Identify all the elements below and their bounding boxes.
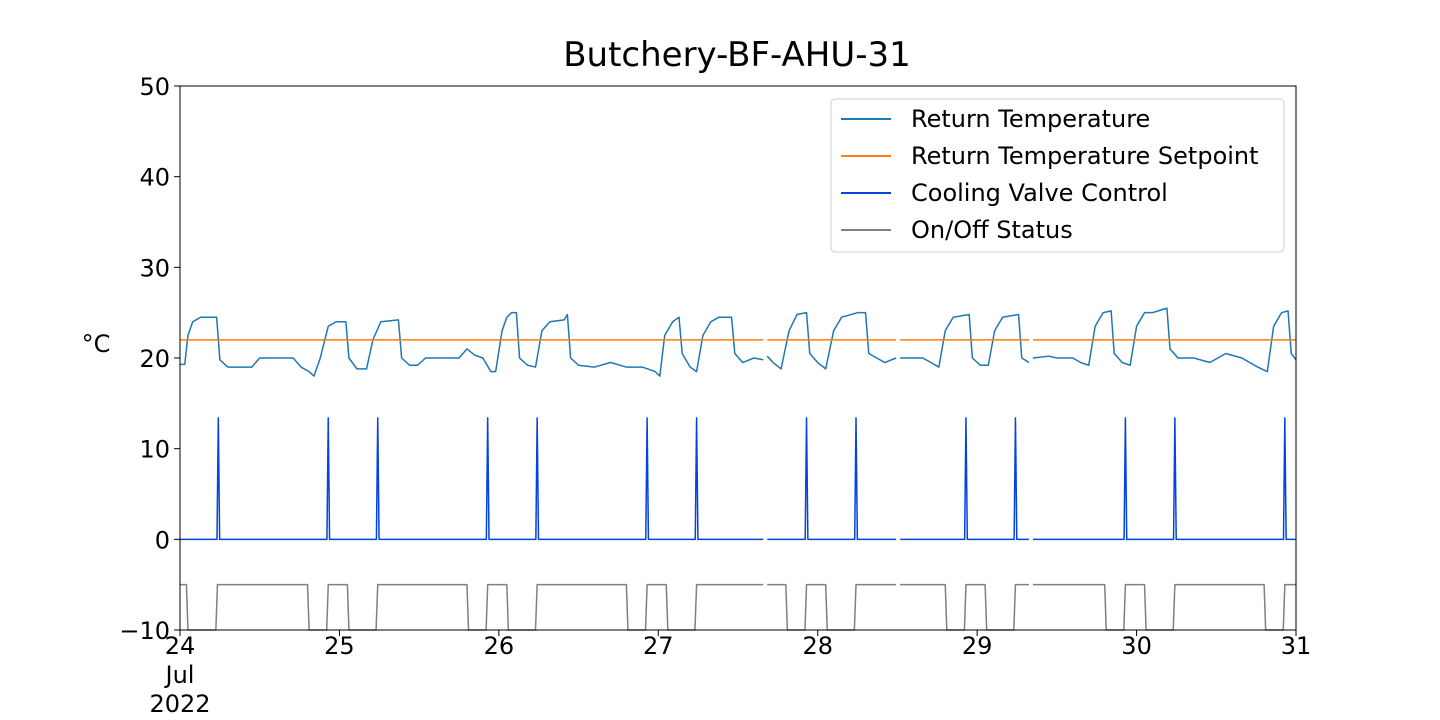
x-tick-label: 24	[165, 632, 196, 660]
series-line-return-temperature	[180, 307, 1297, 377]
x-tick-label: 30	[1121, 632, 1152, 660]
legend-label-cooling-valve-control: Cooling Valve Control	[911, 179, 1168, 207]
legend-label-return-temperature-setpoint: Return Temperature Setpoint	[911, 142, 1259, 170]
legend-label-on-off-status: On/Off Status	[911, 216, 1073, 244]
x-tick-label: 31	[1281, 632, 1312, 660]
series-line-cooling-valve-control	[180, 417, 1296, 541]
y-axis: −10 0 10 20 30 40 50	[119, 73, 180, 645]
x-tick-label: 27	[643, 632, 674, 660]
y-tick-label: 50	[139, 73, 170, 101]
series-line-on-off-status	[180, 583, 1296, 631]
x-tick-label: 25	[324, 632, 355, 660]
legend-label-return-temperature: Return Temperature	[911, 105, 1150, 133]
legend-frame	[830, 98, 1285, 253]
y-tick-label: 30	[139, 254, 170, 282]
series-layer	[180, 307, 1297, 631]
y-tick-label: 40	[139, 164, 170, 192]
y-tick-label: 0	[155, 526, 170, 554]
chart-title: Butchery-BF-AHU-31	[563, 35, 911, 75]
y-tick-label: −10	[119, 617, 170, 645]
x-tick-year-label: 2022	[149, 690, 210, 718]
x-tick-label: 28	[802, 632, 833, 660]
x-tick-label: 29	[962, 632, 993, 660]
x-tick-label: 26	[484, 632, 515, 660]
legend: Return Temperature Return Temperature Set…	[830, 98, 1285, 253]
y-axis-label: °C	[82, 330, 111, 358]
y-tick-label: 20	[139, 345, 170, 373]
x-tick-month-label: Jul	[164, 661, 195, 689]
y-tick-label: 10	[139, 436, 170, 464]
